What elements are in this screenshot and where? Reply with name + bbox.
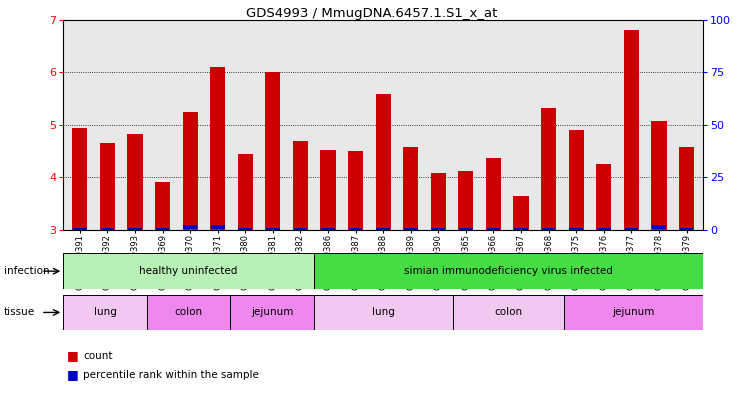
Bar (183, 225, 197, 229)
Bar (294, 228, 307, 230)
Bar (182, 112, 198, 230)
Bar (266, 72, 280, 230)
Text: GDS4993 / MmugDNA.6457.1.S1_x_at: GDS4993 / MmugDNA.6457.1.S1_x_at (246, 7, 498, 20)
Text: ■: ■ (67, 368, 79, 381)
Bar (63, 253, 314, 289)
Bar (403, 147, 418, 230)
Bar (238, 228, 252, 230)
Bar (230, 295, 314, 330)
Bar (348, 151, 363, 230)
Bar (321, 228, 335, 230)
Text: ■: ■ (67, 349, 79, 362)
Bar (349, 228, 362, 230)
Bar (314, 253, 703, 289)
Bar (155, 228, 170, 230)
Bar (680, 228, 693, 230)
Bar (432, 228, 445, 230)
Bar (404, 228, 417, 230)
Text: jejunum: jejunum (612, 307, 655, 318)
Bar (596, 164, 612, 230)
Bar (431, 173, 446, 230)
Text: jejunum: jejunum (251, 307, 293, 318)
Text: infection: infection (4, 266, 49, 276)
Bar (100, 228, 114, 230)
Bar (487, 228, 500, 230)
Bar (210, 67, 225, 230)
Bar (155, 182, 170, 230)
Bar (542, 228, 556, 230)
Bar (458, 171, 473, 230)
Bar (211, 225, 225, 229)
Bar (652, 225, 666, 229)
Bar (73, 228, 86, 230)
Bar (100, 143, 115, 230)
Bar (651, 121, 667, 230)
Bar (514, 228, 528, 230)
Bar (63, 295, 147, 330)
Bar (321, 150, 336, 230)
Bar (266, 228, 280, 230)
Text: colon: colon (174, 307, 202, 318)
Bar (541, 108, 557, 230)
Bar (597, 228, 611, 230)
Text: colon: colon (494, 307, 522, 318)
Bar (513, 196, 529, 230)
Bar (293, 141, 308, 230)
Text: lung: lung (94, 307, 116, 318)
Bar (568, 130, 584, 230)
Text: lung: lung (372, 307, 394, 318)
Bar (376, 94, 391, 230)
Bar (452, 295, 564, 330)
Bar (128, 228, 142, 230)
Text: simian immunodeficiency virus infected: simian immunodeficiency virus infected (404, 266, 613, 276)
Text: percentile rank within the sample: percentile rank within the sample (83, 369, 259, 380)
Bar (376, 228, 390, 230)
Text: count: count (83, 351, 113, 361)
Bar (459, 228, 472, 230)
Bar (624, 228, 638, 230)
Bar (564, 295, 703, 330)
Bar (486, 158, 501, 230)
Bar (72, 129, 87, 230)
Bar (569, 228, 583, 230)
Bar (147, 295, 230, 330)
Bar (623, 30, 639, 230)
Bar (679, 147, 694, 230)
Bar (127, 134, 143, 230)
Bar (314, 295, 452, 330)
Text: tissue: tissue (4, 307, 35, 318)
Text: healthy uninfected: healthy uninfected (139, 266, 237, 276)
Bar (237, 154, 253, 230)
